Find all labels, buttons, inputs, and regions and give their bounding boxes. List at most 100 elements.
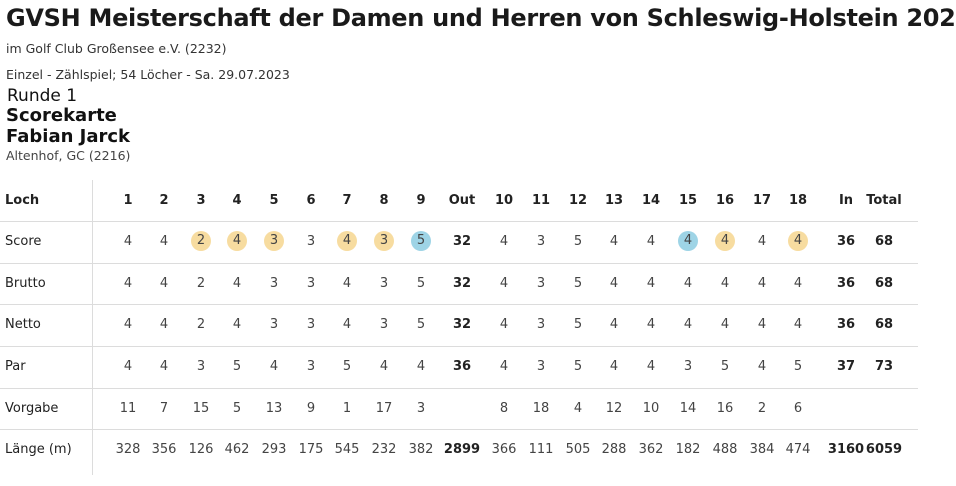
score-cell: 5 [416, 276, 426, 291]
score-cell: 2 [184, 221, 218, 263]
row-divider [0, 304, 918, 305]
score-cell: 4 [159, 234, 169, 249]
score-cell: 11 [119, 401, 137, 416]
score-cell: 5 [404, 221, 438, 263]
score-cell: 68 [874, 317, 894, 332]
score-cell: 6059 [865, 442, 903, 457]
score-cell: 3 [306, 317, 316, 332]
header-label-loch: Loch [5, 193, 40, 208]
score-cell: 4 [793, 276, 803, 291]
row-divider [0, 263, 918, 264]
score-cell: 545 [334, 442, 360, 457]
score-cell: 4 [232, 276, 242, 291]
score-cell: 4 [342, 276, 352, 291]
score-cell: 3 [306, 359, 316, 374]
score-cell: 68 [874, 276, 894, 291]
score-cell: 2 [757, 401, 767, 416]
score-cell: 4 [609, 317, 619, 332]
score-cell: 3 [536, 276, 546, 291]
score-cell: 474 [785, 442, 811, 457]
column-header: 16 [715, 193, 735, 208]
score-cell: 5 [573, 276, 583, 291]
score-cell: 13 [265, 401, 283, 416]
score-cell: 4 [499, 317, 509, 332]
score-cell: 36 [836, 234, 856, 249]
score-cell: 505 [565, 442, 591, 457]
score-cell: 4 [646, 359, 656, 374]
score-cell: 4 [123, 234, 133, 249]
column-header: 1 [123, 193, 133, 208]
score-cell: 288 [601, 442, 627, 457]
score-cell: 4 [646, 317, 656, 332]
score-cell: 15 [192, 401, 210, 416]
score-cell: 4 [646, 234, 656, 249]
score-cell: 5 [793, 359, 803, 374]
score-badge-blue: 5 [411, 230, 431, 251]
score-cell: 2 [196, 317, 206, 332]
column-header: 2 [159, 193, 169, 208]
score-cell: 10 [642, 401, 660, 416]
column-header: 4 [232, 193, 242, 208]
row-label: Brutto [5, 276, 46, 291]
score-cell: 3 [379, 317, 389, 332]
column-header: 6 [306, 193, 316, 208]
score-cell [862, 388, 906, 430]
column-header: 18 [788, 193, 808, 208]
score-cell: 18 [532, 401, 550, 416]
score-cell: 4 [232, 317, 242, 332]
column-header: 5 [269, 193, 279, 208]
score-cell: 5 [573, 317, 583, 332]
score-cell: 36 [836, 317, 856, 332]
score-cell: 2899 [443, 442, 481, 457]
score-cell: 73 [874, 359, 894, 374]
label-column-divider [92, 180, 93, 475]
score-cell: 3160 [827, 442, 865, 457]
score-badge-yellow: 4 [337, 230, 357, 251]
score-cell: 4 [379, 359, 389, 374]
score-cell: 3 [379, 276, 389, 291]
player-club: Altenhof, GC (2216) [6, 148, 131, 163]
score-cell: 488 [712, 442, 738, 457]
score-cell: 4 [793, 317, 803, 332]
score-cell: 4 [499, 234, 509, 249]
score-cell: 111 [528, 442, 554, 457]
row-divider [0, 221, 918, 222]
score-cell: 3 [269, 276, 279, 291]
event-info: Einzel - Zählspiel; 54 Löcher - Sa. 29.0… [6, 67, 290, 82]
score-cell: 4 [757, 317, 767, 332]
score-cell: 32 [452, 317, 472, 332]
score-cell: 3 [196, 359, 206, 374]
score-cell: 3 [306, 276, 316, 291]
score-cell: 4 [342, 317, 352, 332]
score-cell: 3 [536, 234, 546, 249]
score-cell: 3 [536, 359, 546, 374]
score-cell: 4 [609, 359, 619, 374]
row-divider [0, 429, 918, 430]
score-cell: 366 [491, 442, 517, 457]
score-cell: 4 [123, 276, 133, 291]
score-cell: 4 [269, 359, 279, 374]
score-badge-yellow: 4 [788, 230, 808, 251]
score-cell: 36 [836, 276, 856, 291]
score-cell: 5 [232, 401, 242, 416]
score-cell: 4 [781, 221, 815, 263]
score-cell: 14 [679, 401, 697, 416]
score-cell: 4 [499, 359, 509, 374]
score-cell: 7 [159, 401, 169, 416]
score-cell: 4 [416, 359, 426, 374]
score-cell: 4 [720, 317, 730, 332]
player-name: Fabian Jarck [6, 126, 131, 147]
column-header: 14 [641, 193, 661, 208]
score-cell: 382 [408, 442, 434, 457]
score-cell: 182 [675, 442, 701, 457]
score-cell: 462 [224, 442, 250, 457]
score-badge-yellow: 2 [191, 230, 211, 251]
score-cell: 3 [269, 317, 279, 332]
score-cell: 17 [375, 401, 393, 416]
score-cell: 2 [196, 276, 206, 291]
score-badge-yellow: 3 [264, 230, 284, 251]
score-cell: 5 [573, 234, 583, 249]
score-cell: 4 [609, 276, 619, 291]
column-header: 7 [342, 193, 352, 208]
score-cell: 4 [123, 359, 133, 374]
